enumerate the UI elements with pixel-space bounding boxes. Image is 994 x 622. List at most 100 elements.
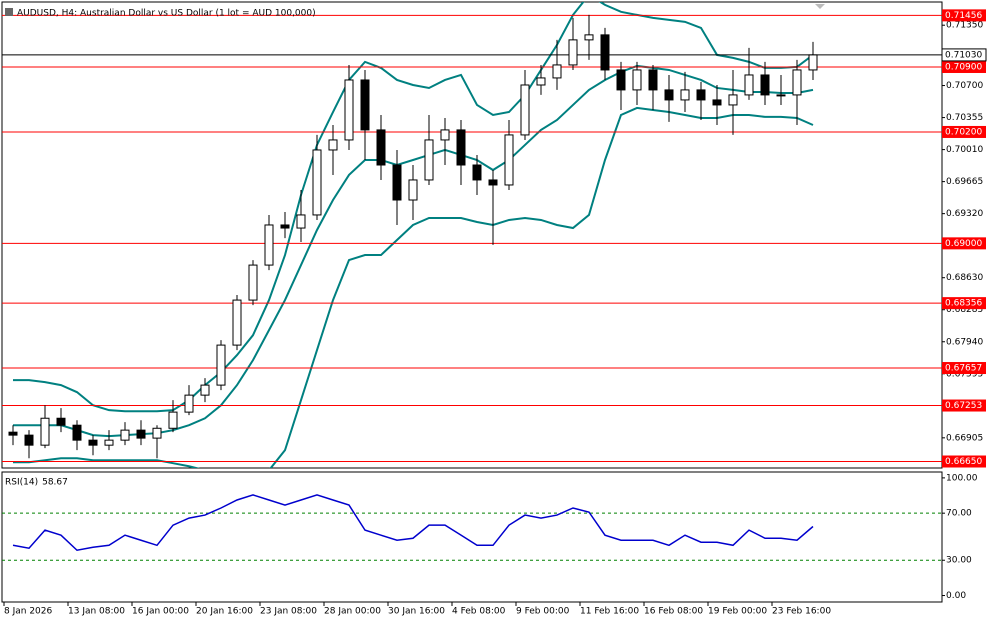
x-tick-label: 23 Feb 16:00 [772, 607, 831, 617]
x-tick-label: 16 Feb 08:00 [644, 607, 703, 617]
level-label-bg [942, 9, 986, 22]
candle-body [216, 344, 226, 386]
candle-body [104, 439, 114, 446]
candle-body [712, 99, 722, 106]
candle-body [408, 179, 418, 201]
chart-title: AUDUSD, H4: Australian Dollar vs US Doll… [17, 9, 316, 19]
candle-body [552, 64, 562, 79]
candle-body [72, 424, 82, 441]
y-tick-label: 0.66905 [946, 433, 983, 443]
y-tick-label: 0.69665 [946, 177, 983, 187]
x-tick-label: 13 Jan 08:00 [68, 607, 125, 617]
candle-body [312, 149, 322, 216]
y-tick-label: 0.67595 [946, 369, 983, 379]
y-tick-label: 0.70355 [946, 113, 983, 123]
current-price-label: 0.71030 [945, 50, 982, 60]
candle-body [264, 224, 274, 266]
candle-body [504, 134, 514, 186]
candle-body [664, 89, 674, 101]
candle-body [456, 129, 466, 166]
candle-body [8, 431, 18, 436]
level-label: 0.66650 [945, 457, 982, 467]
candle-body [344, 79, 354, 141]
candle-body [360, 79, 370, 131]
y-tick-label: 0.70010 [946, 145, 983, 155]
band-lower [13, 106, 814, 468]
candle-body [744, 74, 754, 96]
x-tick-label: 23 Jan 08:00 [260, 607, 317, 617]
x-tick-label: 16 Jan 00:00 [132, 607, 189, 617]
band-middle [13, 64, 814, 438]
shift-marker [815, 4, 825, 9]
current-price-bg [941, 48, 987, 62]
candle-body [184, 394, 194, 413]
level-label: 0.70200 [945, 127, 982, 137]
candle-body [616, 69, 626, 91]
x-tick-label: 11 Feb 16:00 [580, 607, 639, 617]
y-tick-label: 100.00 [946, 473, 978, 483]
candle-body [792, 69, 802, 96]
candle-body [776, 94, 786, 97]
level-label-bg [942, 455, 986, 468]
x-tick-label: 28 Jan 00:00 [324, 607, 381, 617]
rsi-pane [1, 471, 943, 603]
candle-body [136, 429, 146, 439]
y-tick-label: 0.00 [946, 591, 966, 601]
candle-body [168, 411, 178, 429]
level-label-bg [942, 399, 986, 412]
y-tick-label: 0.70700 [946, 81, 983, 91]
candle-body [536, 77, 546, 86]
candle-body [280, 224, 290, 229]
band-upper [13, 2, 814, 413]
level-label-bg [942, 125, 986, 138]
candle-body [472, 164, 482, 181]
y-tick-label: 0.68285 [946, 305, 983, 315]
candle-body [248, 264, 258, 301]
x-tick-label: 4 Feb 08:00 [452, 607, 506, 617]
y-tick-label: 30.00 [946, 556, 972, 566]
x-tick-label: 30 Jan 16:00 [388, 607, 445, 617]
y-tick-label: 0.69320 [946, 209, 983, 219]
candle-body [232, 299, 242, 346]
level-label: 0.68356 [945, 299, 982, 309]
candle-body [568, 39, 578, 66]
level-label-bg [942, 362, 986, 375]
rsi-line [12, 494, 814, 552]
y-tick-label: 0.71350 [946, 21, 983, 31]
candle-body [152, 427, 162, 439]
rsi-plot [2, 494, 942, 561]
candle-body [376, 129, 386, 166]
symbol-icon [5, 8, 13, 16]
candle-body [632, 69, 642, 91]
x-tick-label: 8 Jan 2026 [4, 607, 52, 617]
candle-body [760, 74, 770, 96]
candle-body [696, 89, 706, 101]
candle-body [328, 139, 338, 151]
candle-body [440, 129, 450, 141]
candle-body [584, 34, 594, 41]
y-tick-label: 70.00 [946, 509, 972, 519]
price-plot [2, 2, 942, 468]
x-tick-label: 19 Feb 00:00 [708, 607, 767, 617]
rsi-title: RSI(14) [5, 478, 38, 488]
y-tick-label: 0.67940 [946, 337, 983, 347]
candle-body [24, 434, 34, 446]
level-label: 0.71456 [945, 11, 982, 21]
x-tick-label: 9 Feb 00:00 [516, 607, 570, 617]
rsi-value: 58.67 [42, 478, 68, 488]
level-label: 0.67657 [945, 364, 982, 374]
y-tick-label: 0.68630 [946, 273, 983, 283]
candle-body [680, 89, 690, 101]
level-label-bg [942, 297, 986, 310]
candle-body [56, 417, 66, 426]
price-pane [1, 1, 943, 469]
candle-body [296, 214, 306, 229]
candle-body [728, 94, 738, 106]
candle-body [200, 384, 210, 396]
candle-body [424, 139, 434, 181]
level-label-bg [942, 237, 986, 250]
candle-body [392, 164, 402, 201]
candle-body [120, 429, 130, 441]
